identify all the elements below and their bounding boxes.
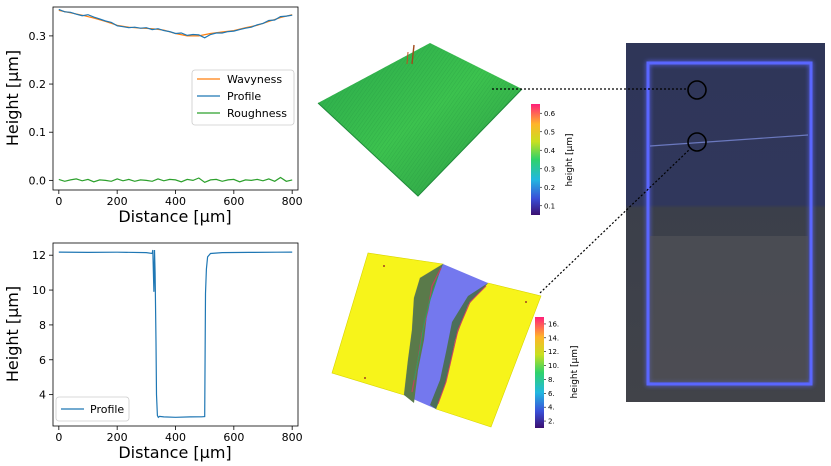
- colorbar-tick-label: 6.: [548, 390, 555, 398]
- surface-3d-trench: [331, 252, 542, 428]
- colorbar-tick-label: 0.2: [544, 184, 555, 192]
- plot2-ylabel: Height [µm]: [3, 286, 22, 382]
- colorbar-tick-label: 2.: [548, 418, 555, 426]
- legend-profile-label: Profile: [227, 90, 261, 103]
- x-tick-label: 600: [223, 195, 244, 208]
- colorbar-tick-label: 8.: [548, 376, 555, 384]
- colorbar-2-gradient: [535, 317, 544, 428]
- y-tick-label: 0.0: [29, 174, 47, 187]
- x-tick-label: 600: [223, 431, 244, 444]
- series-profile-line: [58, 8, 293, 39]
- colorbar-tick-label: 0.4: [544, 147, 556, 155]
- colorbar-tick-label: 0.6: [544, 110, 556, 118]
- series-roughness-line: [58, 176, 293, 183]
- y-tick-label: 12: [32, 249, 46, 262]
- y-tick-label: 4: [39, 389, 46, 402]
- colorbar-1: 0.1 0.2 0.3 0.4 0.5 0.6 height [µm]: [531, 104, 575, 215]
- colorbar-tick-label: 10.: [548, 362, 559, 370]
- y-tick-label: 0.3: [29, 30, 47, 43]
- photo-marker-1: [687, 80, 707, 100]
- plot1-xlabel: Distance [µm]: [118, 207, 231, 226]
- trench-left-wall: [404, 264, 443, 403]
- y-tick-label: 0.2: [29, 78, 47, 91]
- x-tick-label: 200: [107, 431, 128, 444]
- y-tick-label: 6: [39, 354, 46, 367]
- x-tick-label: 400: [165, 431, 186, 444]
- surface-3d-flat: [317, 43, 523, 197]
- colorbar-tick-label: 0.3: [544, 165, 555, 173]
- x-tick-label: 800: [282, 195, 303, 208]
- colorbar-tick-label: 12.: [548, 348, 559, 356]
- plot1-legend: Wavyness Profile Roughness: [191, 69, 295, 126]
- plot2-xlabel: Distance [µm]: [118, 443, 231, 462]
- colorbar-tick-label: 16.: [548, 320, 559, 328]
- colorbar-1-label: height [µm]: [565, 133, 575, 186]
- y-tick-label: 0.1: [29, 126, 47, 139]
- x-tick-label: 0: [55, 195, 62, 208]
- colorbar-2-label: height [µm]: [570, 345, 580, 398]
- photo-marker-2: [687, 132, 707, 152]
- x-tick-label: 800: [282, 431, 303, 444]
- legend-wavyness-label: Wavyness: [227, 73, 282, 86]
- series-profile-line: [58, 249, 293, 419]
- photo-scratch-line: [649, 134, 809, 147]
- trench-right-wall: [430, 283, 488, 409]
- colorbar-1-gradient: [531, 104, 540, 215]
- x-tick-label: 0: [55, 431, 62, 444]
- x-tick-label: 400: [165, 195, 186, 208]
- colorbar-tick-label: 0.5: [544, 128, 555, 136]
- colorbar-2: 2. 4. 6. 8. 10. 12. 14. 16. height [µm]: [535, 317, 580, 428]
- sample-photo: [626, 43, 825, 402]
- connector-bottom: [539, 148, 691, 294]
- legend-profile2-label: Profile: [90, 403, 124, 416]
- y-tick-label: 8: [39, 319, 46, 332]
- roughness-plot: 0 200 400 600 800 0.0 0.1 0.2 0.3 Distance [µm]…: [3, 6, 303, 226]
- legend-roughness-label: Roughness: [227, 107, 287, 120]
- x-tick-label: 200: [107, 195, 128, 208]
- series-wavyness-line: [58, 9, 293, 37]
- colorbar-tick-label: 4.: [548, 404, 555, 412]
- y-tick-label: 10: [32, 284, 46, 297]
- colorbar-tick-label: 14.: [548, 334, 559, 342]
- photo-glowing-frame: [646, 61, 813, 386]
- surface-spike: [411, 44, 415, 65]
- plot1-ylabel: Height [µm]: [3, 50, 22, 146]
- plot2-legend: Profile: [55, 396, 130, 422]
- colorbar-tick-label: 0.1: [544, 202, 555, 210]
- photo-lower-region: [650, 236, 808, 382]
- step-profile-plot: 0 200 400 600 800 4 6 8 10 12 Distance [µm] Heig…: [3, 242, 303, 462]
